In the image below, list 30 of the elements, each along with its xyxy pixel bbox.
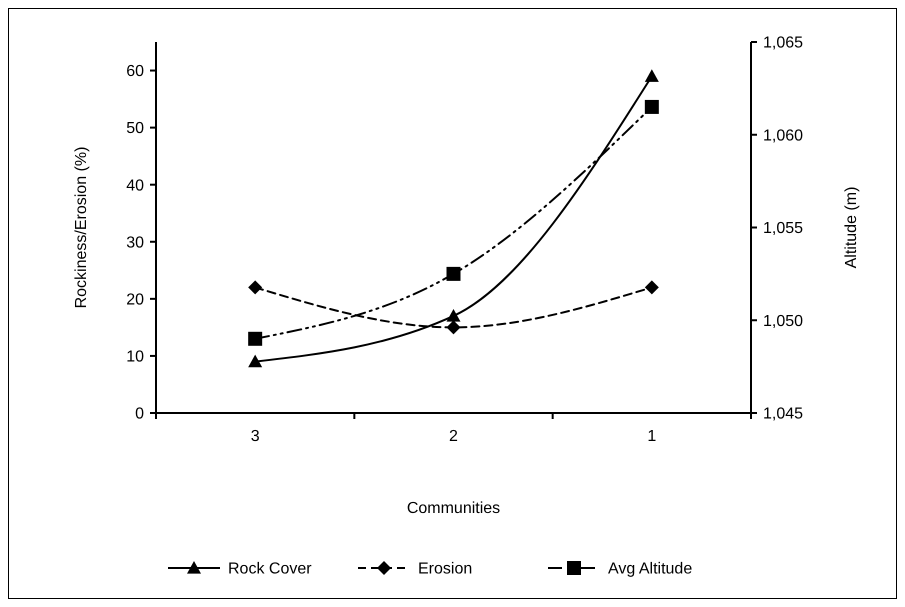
y-tick-label: 30 <box>126 234 144 252</box>
point <box>644 280 659 294</box>
point <box>644 100 659 114</box>
y-tick-label: 10 <box>126 348 144 366</box>
y-tick-label: 40 <box>126 177 144 194</box>
point <box>446 266 460 281</box>
y2-tick-label: 1,065 <box>763 34 804 52</box>
y-tick-label: 0 <box>135 406 144 423</box>
x-axis-title: Communities <box>406 500 500 517</box>
y-tick-label: 20 <box>126 291 144 308</box>
y2-axis-title: Altitude (m) <box>843 186 860 268</box>
y2-tick-label: 1,045 <box>763 406 804 423</box>
y2-tick-label: 1,050 <box>763 312 804 330</box>
x-tick-label: 1 <box>647 428 656 445</box>
x-tick-label: 2 <box>449 428 458 445</box>
point <box>248 332 262 346</box>
y2-tick-label: 1,060 <box>763 127 804 144</box>
y2-tick-label: 1,055 <box>763 220 804 238</box>
legend-label: Avg Altitude <box>608 560 692 578</box>
point <box>446 320 460 334</box>
y-tick-label: 60 <box>126 63 144 80</box>
y-tick-label: 50 <box>126 120 144 138</box>
point <box>248 354 262 368</box>
y-axis-title: Rockiness/Erosion (%) <box>73 146 90 308</box>
legend-label: Rock Cover <box>228 560 312 578</box>
point <box>248 280 262 294</box>
point <box>446 308 460 322</box>
legend-label: Erosion <box>418 560 472 578</box>
x-tick-label: 3 <box>250 428 260 445</box>
point <box>644 69 659 82</box>
